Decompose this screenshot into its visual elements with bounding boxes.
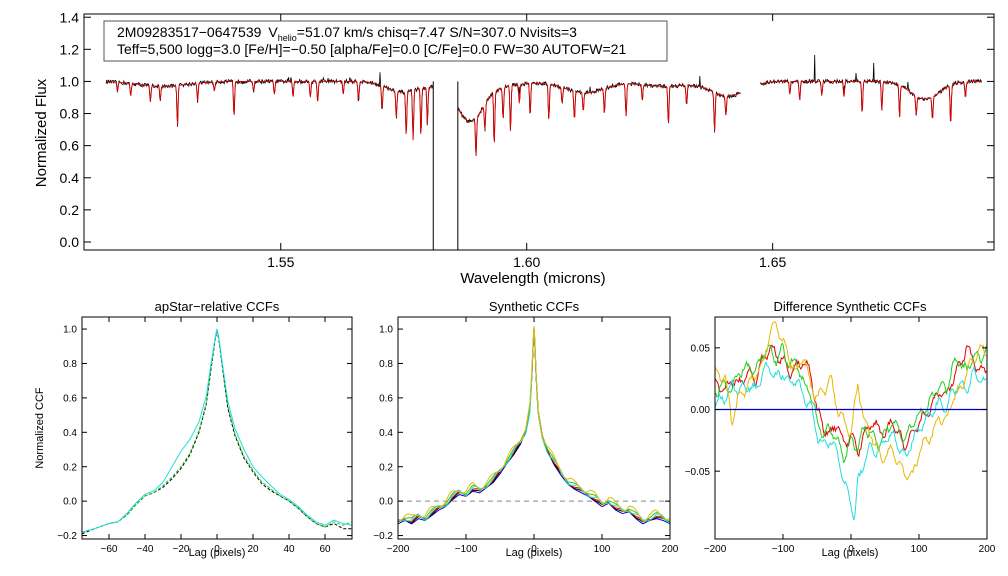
synthetic-ccf-ticks: −200 −100 0 100 200 −0.2 0.0 0.2 0.4 0.6 0.8 1.0 [373, 317, 679, 555]
y-tick-label: 0.0 [60, 234, 80, 250]
spectrum-header-box: 2M09283517−0647539 Vhelio=51.07 km/s chis… [103, 20, 668, 62]
y-tick-label: −0.2 [57, 531, 77, 542]
synthetic-ccf-series-black [397, 329, 671, 524]
x-tick-label: 1.60 [513, 254, 540, 270]
x-tick-label: −100 [455, 544, 478, 555]
y-tick-label: −0.2 [373, 531, 393, 542]
spectrum-observed-segment-2 [457, 75, 741, 156]
synthetic-ccf-series-yellow [397, 325, 671, 522]
difference-ccf-panel: Difference Synthetic CCFs −200 −100 0 100 20… [685, 299, 996, 559]
header-line-1-rest: =51.07 km/s chisq=7.47 S/N=307.0 Nvisits… [297, 24, 577, 40]
spectrum-model-segment-1 [106, 80, 434, 141]
header-box-frame [103, 20, 668, 62]
x-tick-label: −100 [772, 544, 795, 555]
apstar-ccf-panel: apStar−relative CCFs −60 −40 −20 0 20 40 60 −0.… [34, 299, 353, 559]
apstar-ccf-ticks: −60 −40 −20 0 20 40 60 −0.2 0.0 0.2 0.4 0.6 0.8 1.0 [57, 317, 352, 555]
spectrum-model-segment-3 [760, 80, 982, 122]
x-tick-label: 20 [247, 544, 259, 555]
difference-ccf-title: Difference Synthetic CCFs [774, 299, 927, 314]
synthetic-ccf-series-blue [397, 328, 671, 525]
x-tick-label: −200 [387, 544, 410, 555]
difference-ccf-xlabel: Lag (pixels) [822, 547, 879, 559]
synthetic-ccf-title: Synthetic CCFs [489, 299, 580, 314]
x-tick-label: 200 [662, 544, 679, 555]
y-tick-label: 0.8 [60, 106, 80, 122]
spectrum-ticks: 1.55 1.60 1.65 0.0 0.2 0.4 0.6 0.8 1.0 1.2 1.4 [60, 9, 994, 270]
y-tick-label: 1.0 [379, 325, 393, 336]
x-tick-label: −40 [137, 544, 154, 555]
y-tick-label: 1.0 [63, 325, 77, 336]
synthetic-ccf-panel: Synthetic CCFs −200 −100 0 100 200 −0.2 0.0 0.2… [373, 299, 679, 559]
difference-ccf-series-green [714, 342, 987, 463]
y-tick-label: 0.4 [63, 428, 77, 439]
difference-ccf-plot-area [714, 321, 987, 521]
y-tick-label: 1.0 [60, 73, 80, 89]
x-tick-label: 1.55 [267, 254, 294, 270]
spectrum-observed-segment-1 [105, 72, 434, 139]
x-tick-label: 60 [319, 544, 331, 555]
y-tick-label: 0.8 [63, 359, 77, 370]
header-v-symbol: V [268, 24, 278, 40]
synthetic-ccf-plot-area [397, 325, 671, 525]
spectrum-panel: 1.55 1.60 1.65 0.0 0.2 0.4 0.6 0.8 1.0 1.2 1.4 2M0… [33, 9, 995, 287]
difference-ccf-ticks: −200 −100 0 100 200 −0.05 0.00 0.05 [685, 317, 996, 555]
y-tick-label: 0.05 [691, 343, 711, 354]
header-star-id: 2M09283517−0647539 [117, 24, 262, 40]
difference-ccf-series-cyan [714, 361, 987, 521]
y-tick-label: 0.4 [379, 428, 393, 439]
x-tick-label: 0 [531, 544, 537, 555]
spectrum-frame [83, 13, 995, 251]
spectrum-model-segment-2 [457, 82, 741, 156]
header-v-subscript: helio [278, 33, 297, 43]
y-tick-label: 1.2 [60, 41, 80, 57]
synthetic-ccf-series-green [397, 327, 671, 522]
x-tick-label: 0 [214, 544, 220, 555]
x-tick-label: 100 [911, 544, 928, 555]
x-tick-label: 200 [979, 544, 996, 555]
x-tick-label: 0 [848, 544, 854, 555]
apstar-ccf-frame [81, 316, 353, 540]
ccf-series-visit-2 [81, 328, 353, 533]
spectrum-observed-segment-3 [760, 54, 983, 121]
x-tick-label: 1.65 [759, 254, 786, 270]
synthetic-ccf-xlabel: Lag (pixels) [506, 547, 563, 559]
x-tick-label: −60 [101, 544, 118, 555]
y-tick-label: 0.2 [60, 202, 80, 218]
apstar-ccf-xlabel: Lag (pixels) [189, 547, 246, 559]
y-tick-label: 0.4 [60, 170, 80, 186]
y-tick-label: −0.05 [685, 467, 711, 478]
y-tick-label: 1.4 [60, 9, 80, 25]
y-tick-label: 0.0 [63, 497, 77, 508]
ccf-series-visit-1 [81, 330, 352, 535]
y-tick-label: 0.6 [63, 393, 77, 404]
difference-ccf-series-red [714, 344, 987, 458]
header-line-1: 2M09283517−0647539 Vhelio=51.07 km/s chis… [117, 24, 577, 43]
spectrum-ylabel: Normalized Flux [33, 78, 50, 187]
apstar-ccf-ylabel: Normalized CCF [34, 387, 46, 469]
x-tick-label: −20 [173, 544, 190, 555]
x-tick-label: 100 [594, 544, 611, 555]
y-tick-label: 0.00 [691, 405, 711, 416]
apstar-ccf-title: apStar−relative CCFs [155, 299, 280, 314]
synthetic-ccf-series-red [397, 328, 671, 524]
synthetic-ccf-series-cyan [397, 327, 671, 524]
spectrum-xlabel: Wavelength (microns) [460, 270, 605, 287]
y-tick-label: 0.0 [379, 497, 393, 508]
y-tick-label: 0.8 [379, 359, 393, 370]
y-tick-label: 0.6 [379, 393, 393, 404]
header-line-2: Teff=5,500 logg=3.0 [Fe/H]=−0.50 [alpha/… [117, 41, 626, 57]
y-tick-label: 0.2 [379, 462, 393, 473]
ccf-series-visit-3 [81, 328, 353, 533]
spectrum-plot-area [105, 54, 983, 250]
y-tick-label: 0.6 [60, 138, 80, 154]
apstar-ccf-plot-area [81, 328, 353, 535]
difference-ccf-series-yellow [714, 321, 987, 481]
x-tick-label: −200 [704, 544, 727, 555]
y-tick-label: 0.2 [63, 462, 77, 473]
x-tick-label: 40 [283, 544, 295, 555]
